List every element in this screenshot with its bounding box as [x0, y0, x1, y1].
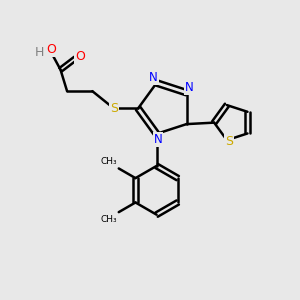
- Text: H: H: [35, 46, 44, 59]
- Text: O: O: [47, 43, 57, 56]
- Text: CH₃: CH₃: [100, 157, 117, 166]
- Text: N: N: [149, 71, 158, 84]
- Text: S: S: [110, 102, 118, 115]
- Text: O: O: [75, 50, 85, 63]
- Text: N: N: [185, 81, 194, 94]
- Text: S: S: [225, 135, 233, 148]
- Text: N: N: [154, 133, 163, 146]
- Text: CH₃: CH₃: [100, 214, 117, 224]
